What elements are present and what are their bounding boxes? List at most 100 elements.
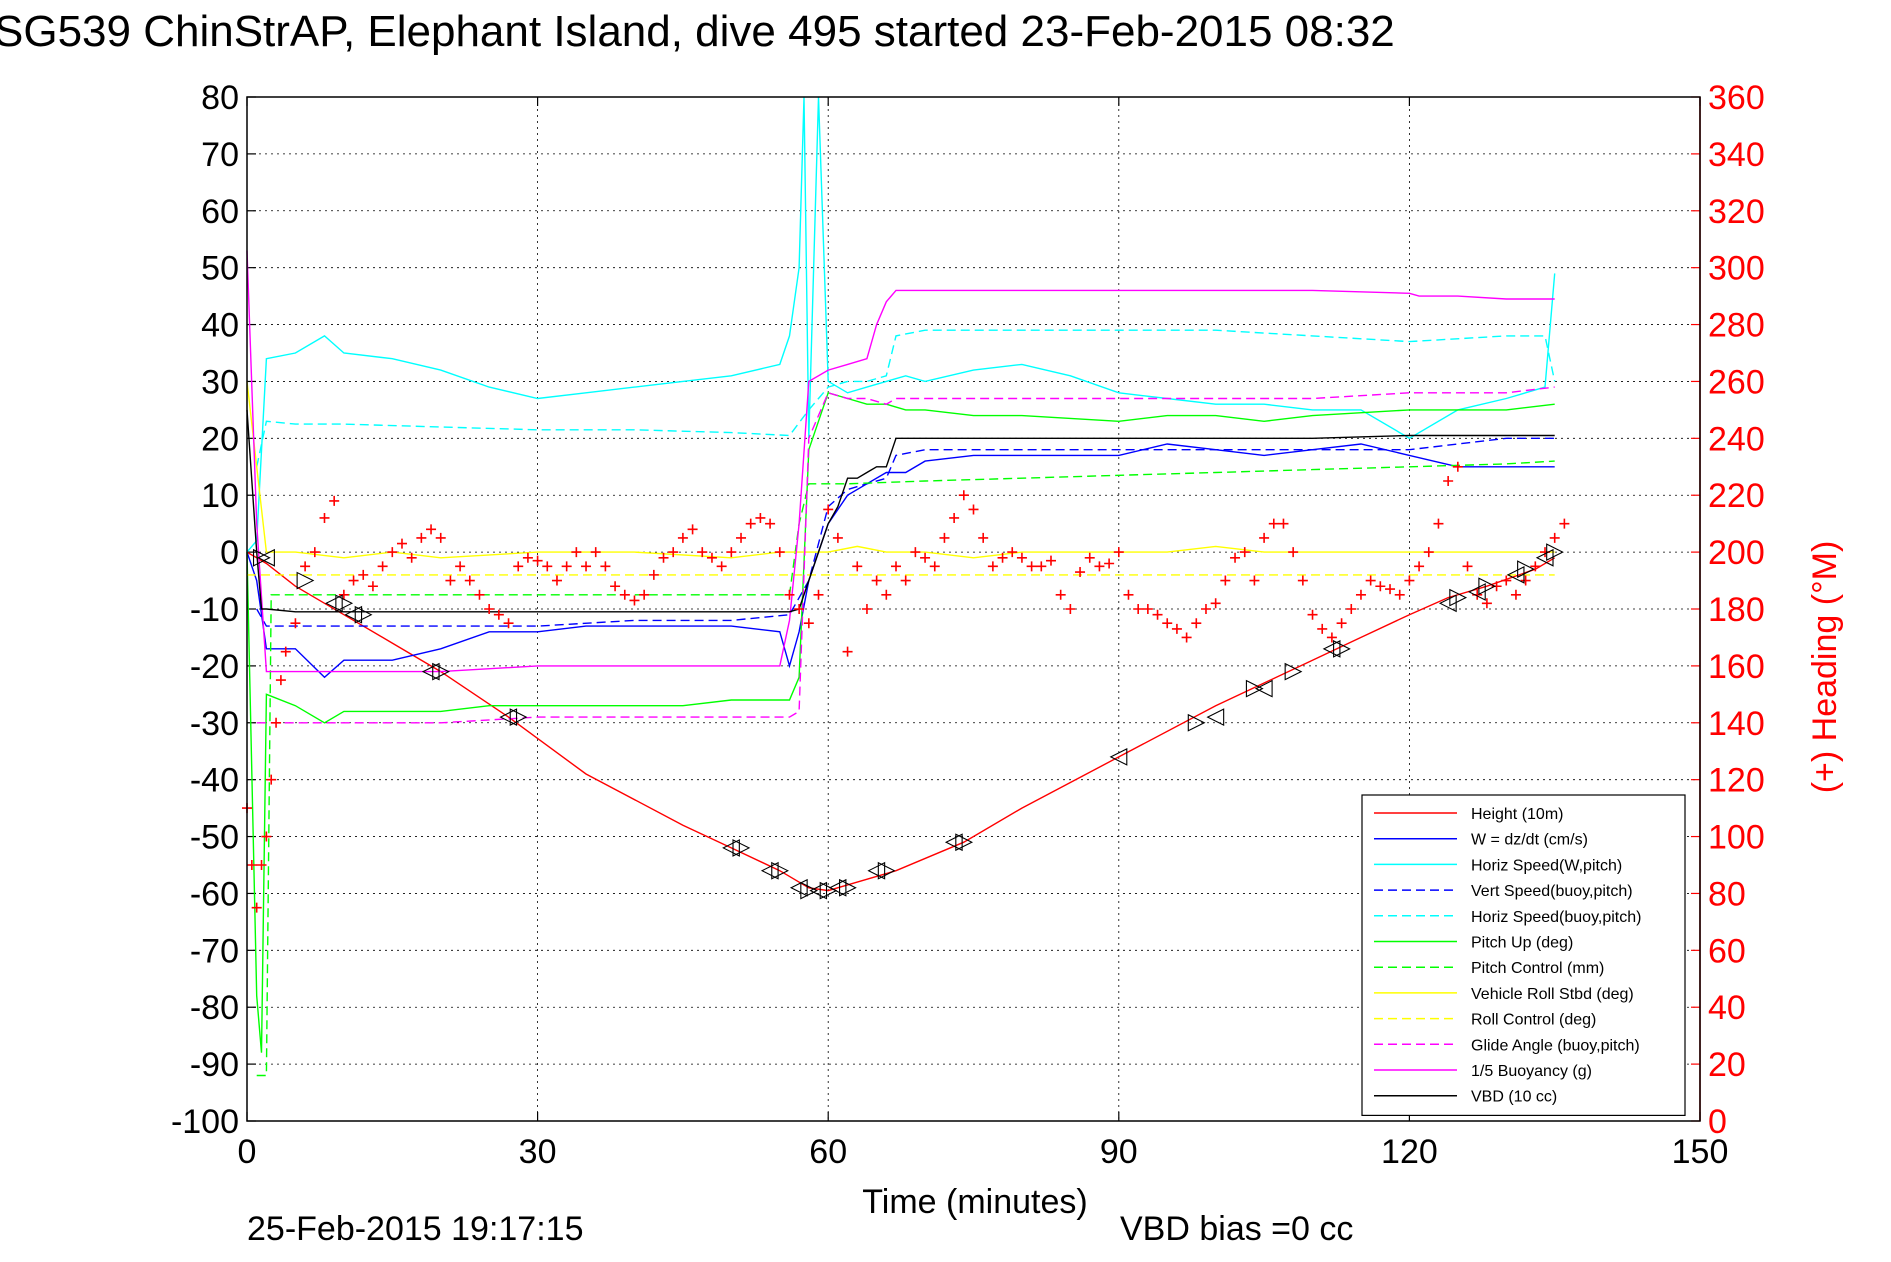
y-right-tick-label: 140 (1708, 705, 1765, 743)
heading-point (1278, 518, 1289, 529)
heading-point (891, 561, 902, 572)
x-tick-label: 90 (1100, 1133, 1138, 1171)
heading-point (658, 552, 669, 563)
series-line (256, 329, 1556, 467)
heading-point (1288, 547, 1299, 558)
waypoint-marker (1438, 594, 1457, 613)
heading-point (348, 575, 359, 586)
y-tick-label: 70 (201, 136, 239, 174)
heading-point (464, 575, 475, 586)
heading-point (280, 646, 291, 657)
heading-point (503, 618, 514, 629)
y-axis-right-label: (+) Heading (°M) (1806, 541, 1844, 794)
y-right-tick-label: 200 (1708, 534, 1765, 572)
y-tick-label: 0 (220, 534, 239, 572)
waypoint-marker (828, 878, 847, 897)
waypoint-marker (252, 548, 271, 567)
marker-layer (242, 461, 1570, 913)
heading-point (1113, 547, 1124, 558)
waypoint-marker (809, 881, 828, 900)
waypoint-marker (1546, 543, 1564, 562)
waypoint-marker (324, 594, 343, 613)
legend-label: W = dz/dt (cm/s) (1471, 832, 1588, 849)
heading-point (949, 512, 960, 523)
y-tick-label: -40 (190, 762, 239, 800)
legend-label: Height (10m) (1471, 806, 1563, 823)
waypoint-marker (839, 878, 857, 897)
heading-point (1142, 604, 1153, 614)
legend-label: VBD (10 cc) (1471, 1089, 1557, 1106)
heading-point (803, 618, 814, 629)
heading-point (571, 547, 582, 558)
x-tick-label: 150 (1672, 1133, 1729, 1171)
heading-point (726, 547, 737, 558)
heading-point (687, 524, 698, 535)
waypoint-marker (789, 878, 808, 897)
heading-point (542, 561, 553, 572)
waypoint-marker (1109, 748, 1128, 766)
heading-point (493, 609, 504, 620)
y-right-tick-label: 20 (1708, 1046, 1746, 1084)
heading-point (484, 604, 495, 614)
heading-point (251, 902, 262, 913)
heading-point (1307, 609, 1318, 620)
heading-point (881, 589, 892, 600)
heading-point (861, 604, 872, 614)
waypoint-marker (1506, 565, 1525, 584)
heading-point (823, 504, 834, 515)
y-right-tick-label: 40 (1708, 989, 1746, 1027)
y-tick-label: -10 (190, 591, 239, 629)
heading-point (387, 547, 398, 558)
y-tick-label: -60 (190, 875, 239, 913)
heading-point (619, 589, 630, 600)
heading-point (1123, 589, 1134, 600)
heading-point (1181, 632, 1192, 643)
plot-frame (246, 96, 1701, 1122)
waypoint-marker (722, 839, 740, 857)
heading-point (668, 547, 679, 558)
heading-point (1404, 575, 1415, 586)
waypoint-marker (1254, 679, 1273, 698)
heading-point (958, 490, 969, 501)
heading-point (1007, 547, 1018, 558)
heading-point (736, 532, 747, 543)
heading-point (474, 589, 485, 600)
waypoint-marker (1206, 708, 1225, 726)
heading-point (1239, 547, 1250, 558)
footer-timestamp: 25-Feb-2015 19:17:15 (247, 1210, 583, 1248)
legend-box (1361, 794, 1686, 1116)
heading-point (1162, 618, 1173, 629)
y-tick-label: 10 (201, 477, 239, 515)
heading-point (716, 561, 727, 572)
heading-point (590, 547, 601, 558)
waypoint-marker (1478, 577, 1497, 596)
y-right-tick-label: 0 (1708, 1103, 1727, 1141)
legend-label: Horiz Speed(W,pitch) (1471, 857, 1622, 874)
heading-point (1481, 598, 1492, 609)
y-tick-label: 40 (201, 307, 239, 345)
heading-point (610, 581, 621, 592)
heading-point (1423, 547, 1434, 558)
heading-point (784, 589, 795, 600)
heading-point (648, 569, 659, 580)
waypoint-marker (257, 548, 275, 567)
legend-label: Glide Angle (buoy,pitch) (1471, 1037, 1640, 1054)
heading-point (842, 646, 853, 657)
waypoint-marker (955, 833, 974, 852)
waypoint-marker (432, 662, 450, 681)
heading-point (1045, 555, 1056, 566)
heading-point (774, 547, 785, 558)
x-tick-label: 30 (519, 1133, 557, 1171)
heading-point (455, 561, 466, 572)
heading-point (435, 532, 446, 543)
heading-point (271, 717, 282, 728)
x-axis-label: Time (minutes) (862, 1183, 1087, 1221)
waypoint-marker (877, 861, 896, 880)
heading-point (755, 512, 766, 523)
y-right-tick-label: 360 (1708, 79, 1765, 117)
heading-point (1491, 581, 1502, 592)
legend-label: Roll Control (deg) (1471, 1012, 1596, 1029)
heading-point (706, 552, 717, 563)
heading-point (261, 831, 272, 842)
